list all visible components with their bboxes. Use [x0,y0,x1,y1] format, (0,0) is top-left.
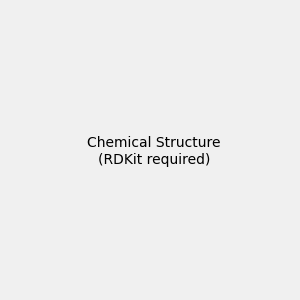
Text: Chemical Structure
(RDKit required): Chemical Structure (RDKit required) [87,136,220,166]
